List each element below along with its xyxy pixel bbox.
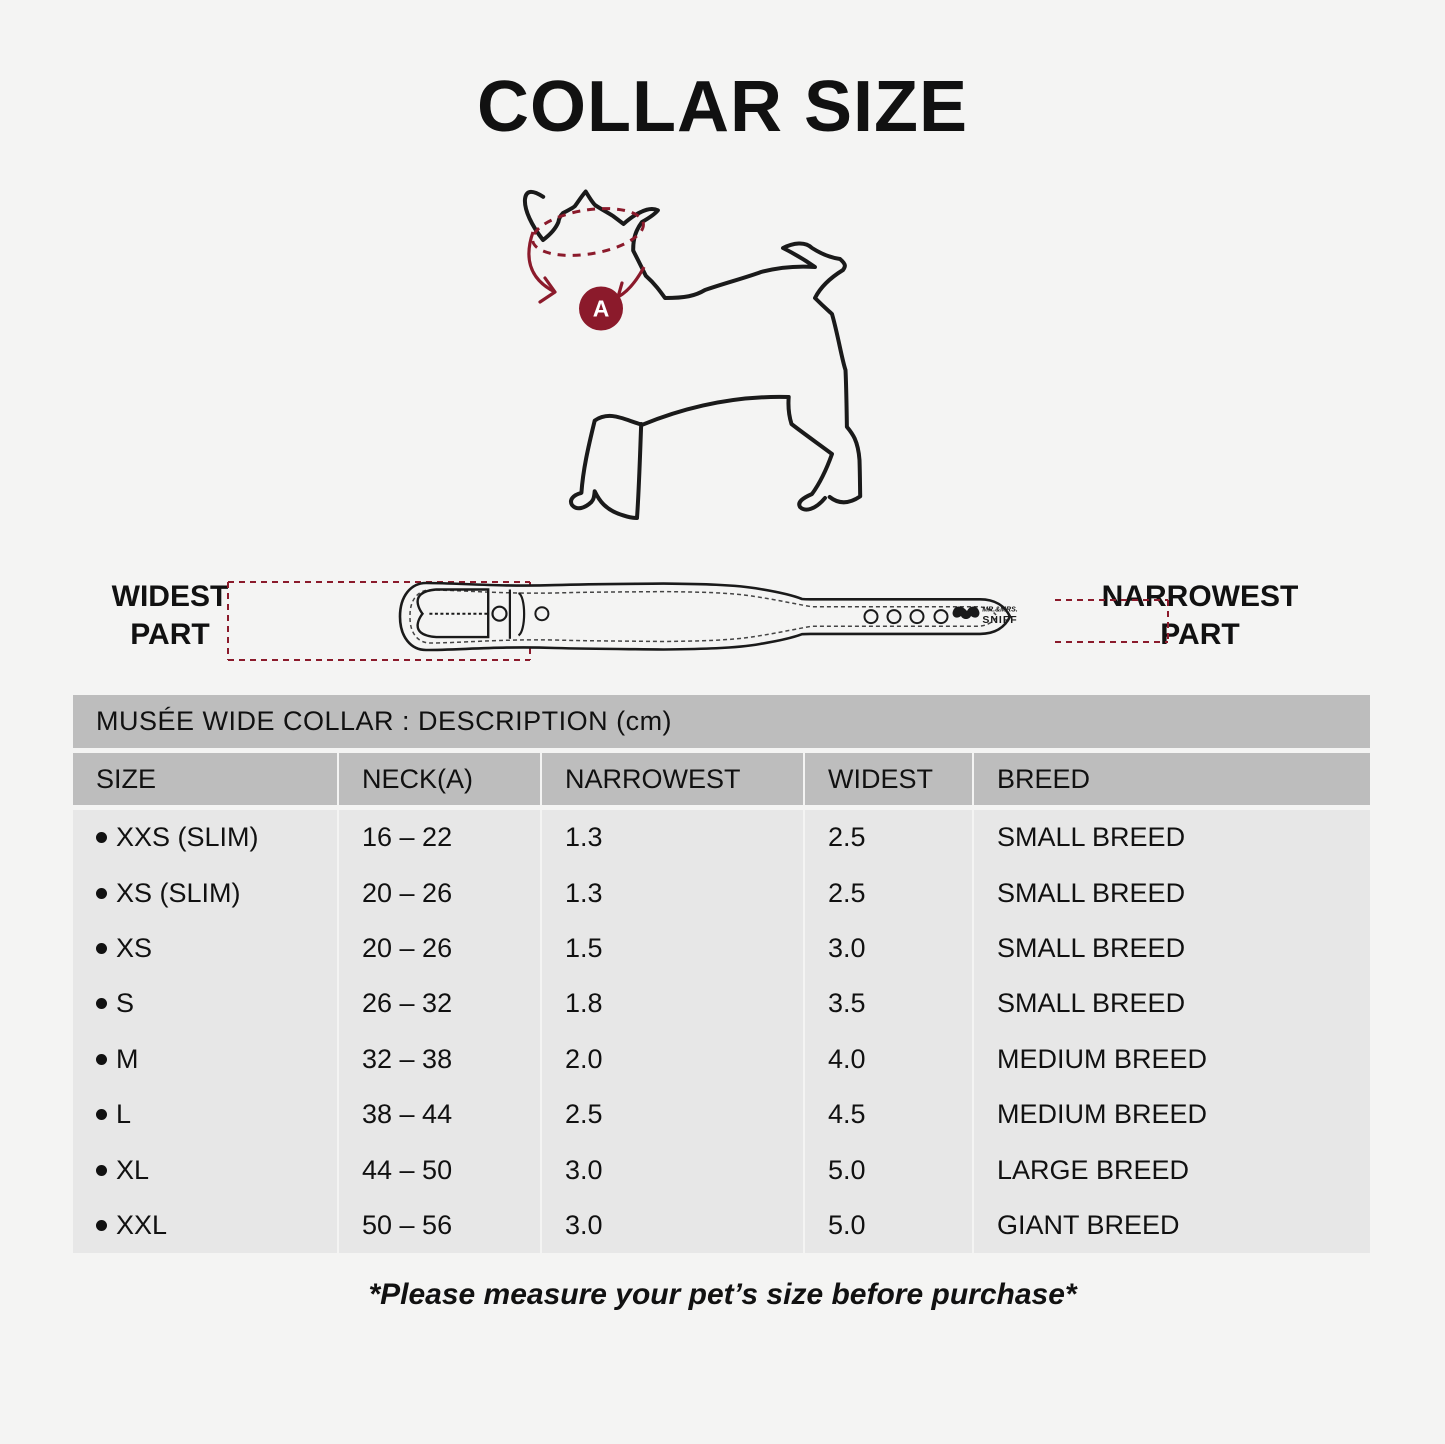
- svg-text:MR.&MRS.: MR.&MRS.: [982, 607, 1017, 614]
- svg-text:A: A: [593, 296, 610, 322]
- svg-text:SNIFF: SNIFF: [982, 614, 1017, 626]
